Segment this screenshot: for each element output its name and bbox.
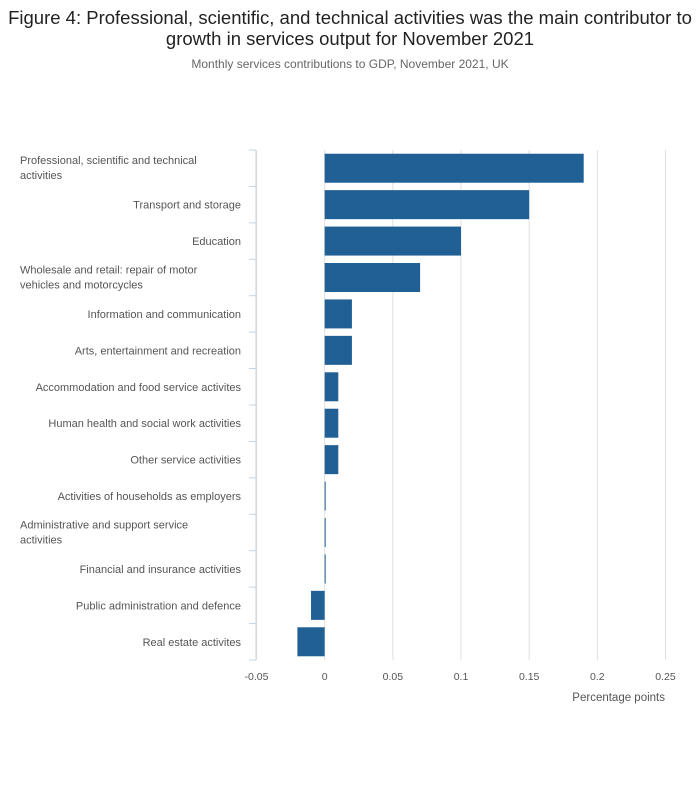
category-label: Other service activities [130,455,241,467]
category-label: Education [192,236,241,248]
category-label: Arts, entertainment and recreation [75,345,241,357]
category-label-line: Information and communication [88,309,241,321]
category-label-line: Real estate activites [143,637,242,649]
category-label-line: vehicles and motorcycles [20,280,143,292]
category-label: Transport and storage [133,200,241,212]
bar [324,554,326,584]
bar [324,226,461,256]
x-tick-label: 0.1 [454,671,469,683]
category-label-line: Arts, entertainment and recreation [75,345,241,357]
category-label: Wholesale and retail: repair of motor veh… [20,265,198,292]
category-label: Human health and social work activities [48,418,241,430]
category-label: Accommodation and food service activites [36,382,242,394]
bar [324,335,352,365]
x-axis-title: Percentage points [572,692,665,704]
category-label-line: Education [192,236,241,248]
category-label: Public administration and defence [76,600,241,612]
category-label-line: Professional, scientific and technical [20,155,197,167]
bar [324,481,326,511]
bar [297,627,325,657]
bar [324,518,326,547]
bar [324,190,530,220]
category-label-line: Other service activities [130,455,241,467]
category-label-line: Accommodation and food service activites [36,382,242,394]
bar [324,372,339,402]
category-label-line: Financial and insurance activities [80,564,242,576]
category-label: Information and communication [88,309,241,321]
chart-subtitle: Monthly services contributions to GDP, N… [191,57,509,71]
category-label-line: activities [20,170,63,182]
category-label-line: Wholesale and retail: repair of motor [20,265,198,277]
category-label-line: Human health and social work activities [48,418,241,430]
category-label-line: Transport and storage [133,200,241,212]
bar [324,445,339,475]
category-label: Administrative and support service activi… [20,520,188,547]
chart-title: Figure 4: Professional, scientific, and … [8,7,692,49]
x-tick-label: 0.15 [519,671,540,683]
bar [324,263,421,292]
bar [324,153,584,183]
bar [311,590,325,620]
bar [324,408,339,438]
x-tick-label: 0.2 [590,671,605,683]
bar [324,299,352,329]
category-label-line: Activities of households as employers [58,491,242,503]
category-label-line: activities [20,535,63,547]
x-tick-label: 0 [322,671,328,683]
x-tick-label: -0.05 [245,671,269,683]
x-tick-label: 0.05 [383,671,404,683]
category-label-line: Administrative and support service [20,520,188,532]
category-label-line: Public administration and defence [76,600,241,612]
category-label: Activities of households as employers [58,491,242,503]
category-label: Financial and insurance activities [80,564,242,576]
category-label: Real estate activites [143,637,242,649]
x-tick-label: 0.25 [655,671,676,683]
category-label: Professional, scientific and technical ac… [20,155,197,182]
